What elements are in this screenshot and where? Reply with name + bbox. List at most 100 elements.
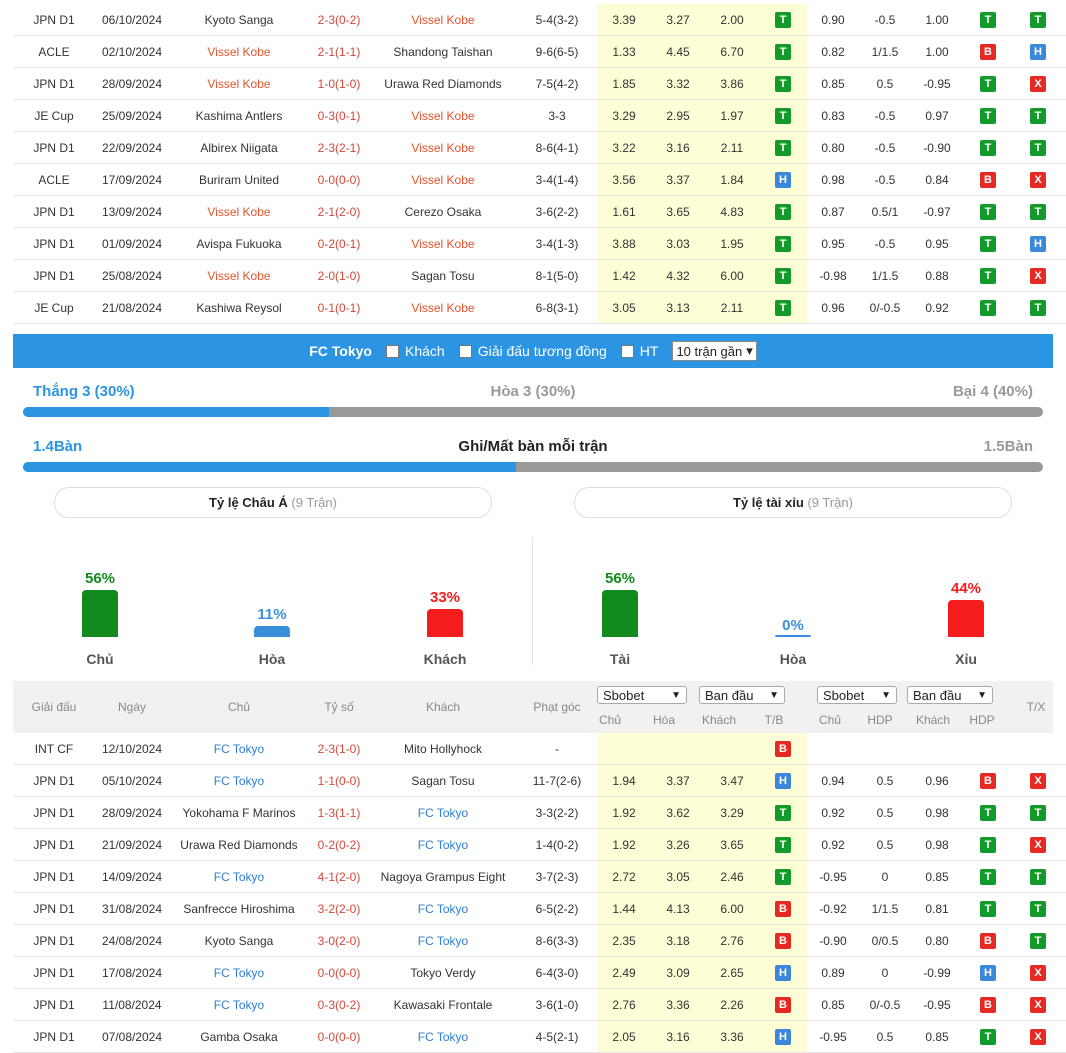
away-team[interactable]: Nagoya Grampus Eight — [369, 860, 517, 893]
corner-cell: 6-5(2-2) — [517, 892, 597, 925]
overunder-bar — [948, 600, 984, 637]
corner-cell: 8-1(5-0) — [517, 259, 597, 292]
tx-result-badge: X — [1030, 772, 1046, 789]
away-team[interactable]: Sagan Tosu — [369, 259, 517, 292]
match-range-select[interactable]: 10 trận gần ▾ — [672, 341, 757, 361]
tb-result-cell: B — [759, 733, 807, 765]
tx-result-cell — [1013, 733, 1063, 765]
header-date: Ngày — [117, 700, 146, 714]
away-team[interactable]: Tokyo Verdy — [369, 956, 517, 989]
header-tx: T/X — [1026, 700, 1046, 714]
hdp-cell: 0 — [859, 860, 911, 893]
home-team[interactable]: FC Tokyo — [169, 764, 309, 797]
tx-result-badge: X — [1030, 171, 1046, 188]
vissel-kobe-results-table: JPN D1 06/10/2024 Kyoto Sanga 2-3(0-2) Visse… — [13, 4, 1066, 324]
away-team[interactable]: FC Tokyo — [369, 892, 517, 925]
tb-result-cell: H — [759, 956, 807, 989]
home-team[interactable]: FC Tokyo — [169, 956, 309, 989]
fc-tokyo-results-table: INT CF 12/10/2024 FC Tokyo 2-3(1-0) Mito Hol… — [13, 733, 1066, 1053]
same-league-checkbox[interactable]: Giải đấu tương đồng — [458, 343, 607, 359]
hdp-home-cell: 0.92 — [807, 828, 859, 861]
tx-result-badge: T — [1030, 11, 1046, 28]
odds-cell: 2.46 — [705, 860, 759, 893]
chevron-down-icon: ▾ — [746, 343, 753, 358]
asian-column: 33% Khách — [400, 0, 490, 1053]
date-cell: 25/09/2024 — [95, 99, 169, 132]
home-team[interactable]: Vissel Kobe — [169, 195, 309, 228]
asian-title: Tỷ lệ Châu Á — [209, 495, 288, 510]
overunder-column: 56% Tài — [575, 0, 665, 1053]
ht-checkbox-label: HT — [639, 343, 659, 359]
period-select-1[interactable]: Ban đầu ▼ — [699, 686, 785, 704]
hdp-away-cell: 0.85 — [911, 1020, 963, 1053]
hdp-result-cell: B — [963, 764, 1013, 797]
tx-result-badge: H — [1030, 43, 1046, 60]
home-team[interactable]: Yokohama F Marinos — [169, 796, 309, 829]
corner-cell: 9-6(6-5) — [517, 35, 597, 68]
away-team[interactable]: Vissel Kobe — [369, 227, 517, 260]
home-team[interactable]: Avispa Fukuoka — [169, 227, 309, 260]
hdp-home-cell: -0.92 — [807, 892, 859, 925]
away-checkbox[interactable]: Khách — [385, 343, 445, 359]
home-team[interactable]: Gamba Osaka — [169, 1020, 309, 1053]
home-team[interactable]: Kyoto Sanga — [169, 924, 309, 957]
away-team[interactable]: Vissel Kobe — [369, 163, 517, 196]
away-team[interactable]: Kawasaki Frontale — [369, 988, 517, 1021]
home-team[interactable]: FC Tokyo — [169, 860, 309, 893]
wdl-bar — [23, 407, 1043, 417]
away-team[interactable]: Shandong Taishan — [369, 35, 517, 68]
header-league: Giải đấu — [31, 700, 77, 714]
tb-result-cell: B — [759, 924, 807, 957]
away-team[interactable]: Vissel Kobe — [369, 291, 517, 324]
spacer-cell — [1063, 796, 1066, 829]
away-team[interactable]: Sagan Tosu — [369, 764, 517, 797]
table-row: ACLE 17/09/2024 Buriram United 0-0(0-0) Viss… — [13, 163, 1066, 196]
away-team[interactable]: FC Tokyo — [369, 796, 517, 829]
checkbox-icon — [458, 344, 472, 358]
hdp-result-cell — [963, 733, 1013, 765]
hdp-cell: 0.5 — [859, 67, 911, 100]
away-team[interactable]: Vissel Kobe — [369, 131, 517, 164]
home-team[interactable]: Buriram United — [169, 163, 309, 196]
home-team[interactable]: FC Tokyo — [169, 733, 309, 765]
draw-stat: Hòa 3 (30%) — [490, 383, 576, 400]
league-cell: JPN D1 — [13, 4, 95, 36]
hdp-home-cell: 0.85 — [807, 988, 859, 1021]
home-team[interactable]: Vissel Kobe — [169, 67, 309, 100]
home-team[interactable]: Sanfrecce Hiroshima — [169, 892, 309, 925]
ht-checkbox[interactable]: HT — [620, 343, 659, 359]
home-team[interactable]: Albirex Niigata — [169, 131, 309, 164]
hdp-result-cell: T — [963, 4, 1013, 36]
bookmaker-select-1[interactable]: Sbobet ▼ — [597, 686, 687, 704]
period-select-2[interactable]: Ban đầu ▼ — [907, 686, 993, 704]
score-cell: 1-1(0-0) — [309, 764, 369, 797]
hdp-result-badge: T — [980, 11, 996, 28]
loss-stat: Bại 4 (40%) — [952, 383, 1033, 400]
home-team[interactable]: Urawa Red Diamonds — [169, 828, 309, 861]
chevron-down-icon: ▼ — [881, 690, 891, 701]
league-cell: JPN D1 — [13, 956, 95, 989]
spacer-cell — [1063, 99, 1066, 132]
spacer-cell — [1063, 163, 1066, 196]
away-team[interactable]: FC Tokyo — [369, 924, 517, 957]
away-team[interactable]: Urawa Red Diamonds — [369, 67, 517, 100]
home-team[interactable]: Vissel Kobe — [169, 259, 309, 292]
away-team[interactable]: Cerezo Osaka — [369, 195, 517, 228]
overunder-bar — [775, 635, 811, 637]
away-team[interactable]: Vissel Kobe — [369, 99, 517, 132]
odds-cell: 6.70 — [705, 35, 759, 68]
hdp-result-badge: T — [980, 868, 996, 885]
asian-percent: 11% — [257, 606, 287, 623]
spacer-cell — [1063, 227, 1066, 260]
home-team[interactable]: Kyoto Sanga — [169, 4, 309, 36]
away-team[interactable]: Vissel Kobe — [369, 4, 517, 36]
home-team[interactable]: Kashiwa Reysol — [169, 291, 309, 324]
away-team[interactable]: FC Tokyo — [369, 828, 517, 861]
tb-result-cell: T — [759, 99, 807, 132]
bookmaker-select-2[interactable]: Sbobet ▼ — [817, 686, 897, 704]
away-team[interactable]: Mito Hollyhock — [369, 733, 517, 765]
away-team[interactable]: FC Tokyo — [369, 1020, 517, 1053]
home-team[interactable]: FC Tokyo — [169, 988, 309, 1021]
home-team[interactable]: Kashima Antlers — [169, 99, 309, 132]
home-team[interactable]: Vissel Kobe — [169, 35, 309, 68]
